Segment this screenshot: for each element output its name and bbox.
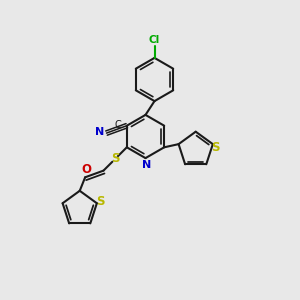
Text: S: S <box>96 195 105 208</box>
Text: S: S <box>212 141 220 154</box>
Text: N: N <box>142 160 152 170</box>
Text: S: S <box>111 152 119 166</box>
Text: C: C <box>115 120 121 130</box>
Text: N: N <box>95 128 104 137</box>
Text: O: O <box>81 163 91 176</box>
Text: Cl: Cl <box>149 35 160 45</box>
